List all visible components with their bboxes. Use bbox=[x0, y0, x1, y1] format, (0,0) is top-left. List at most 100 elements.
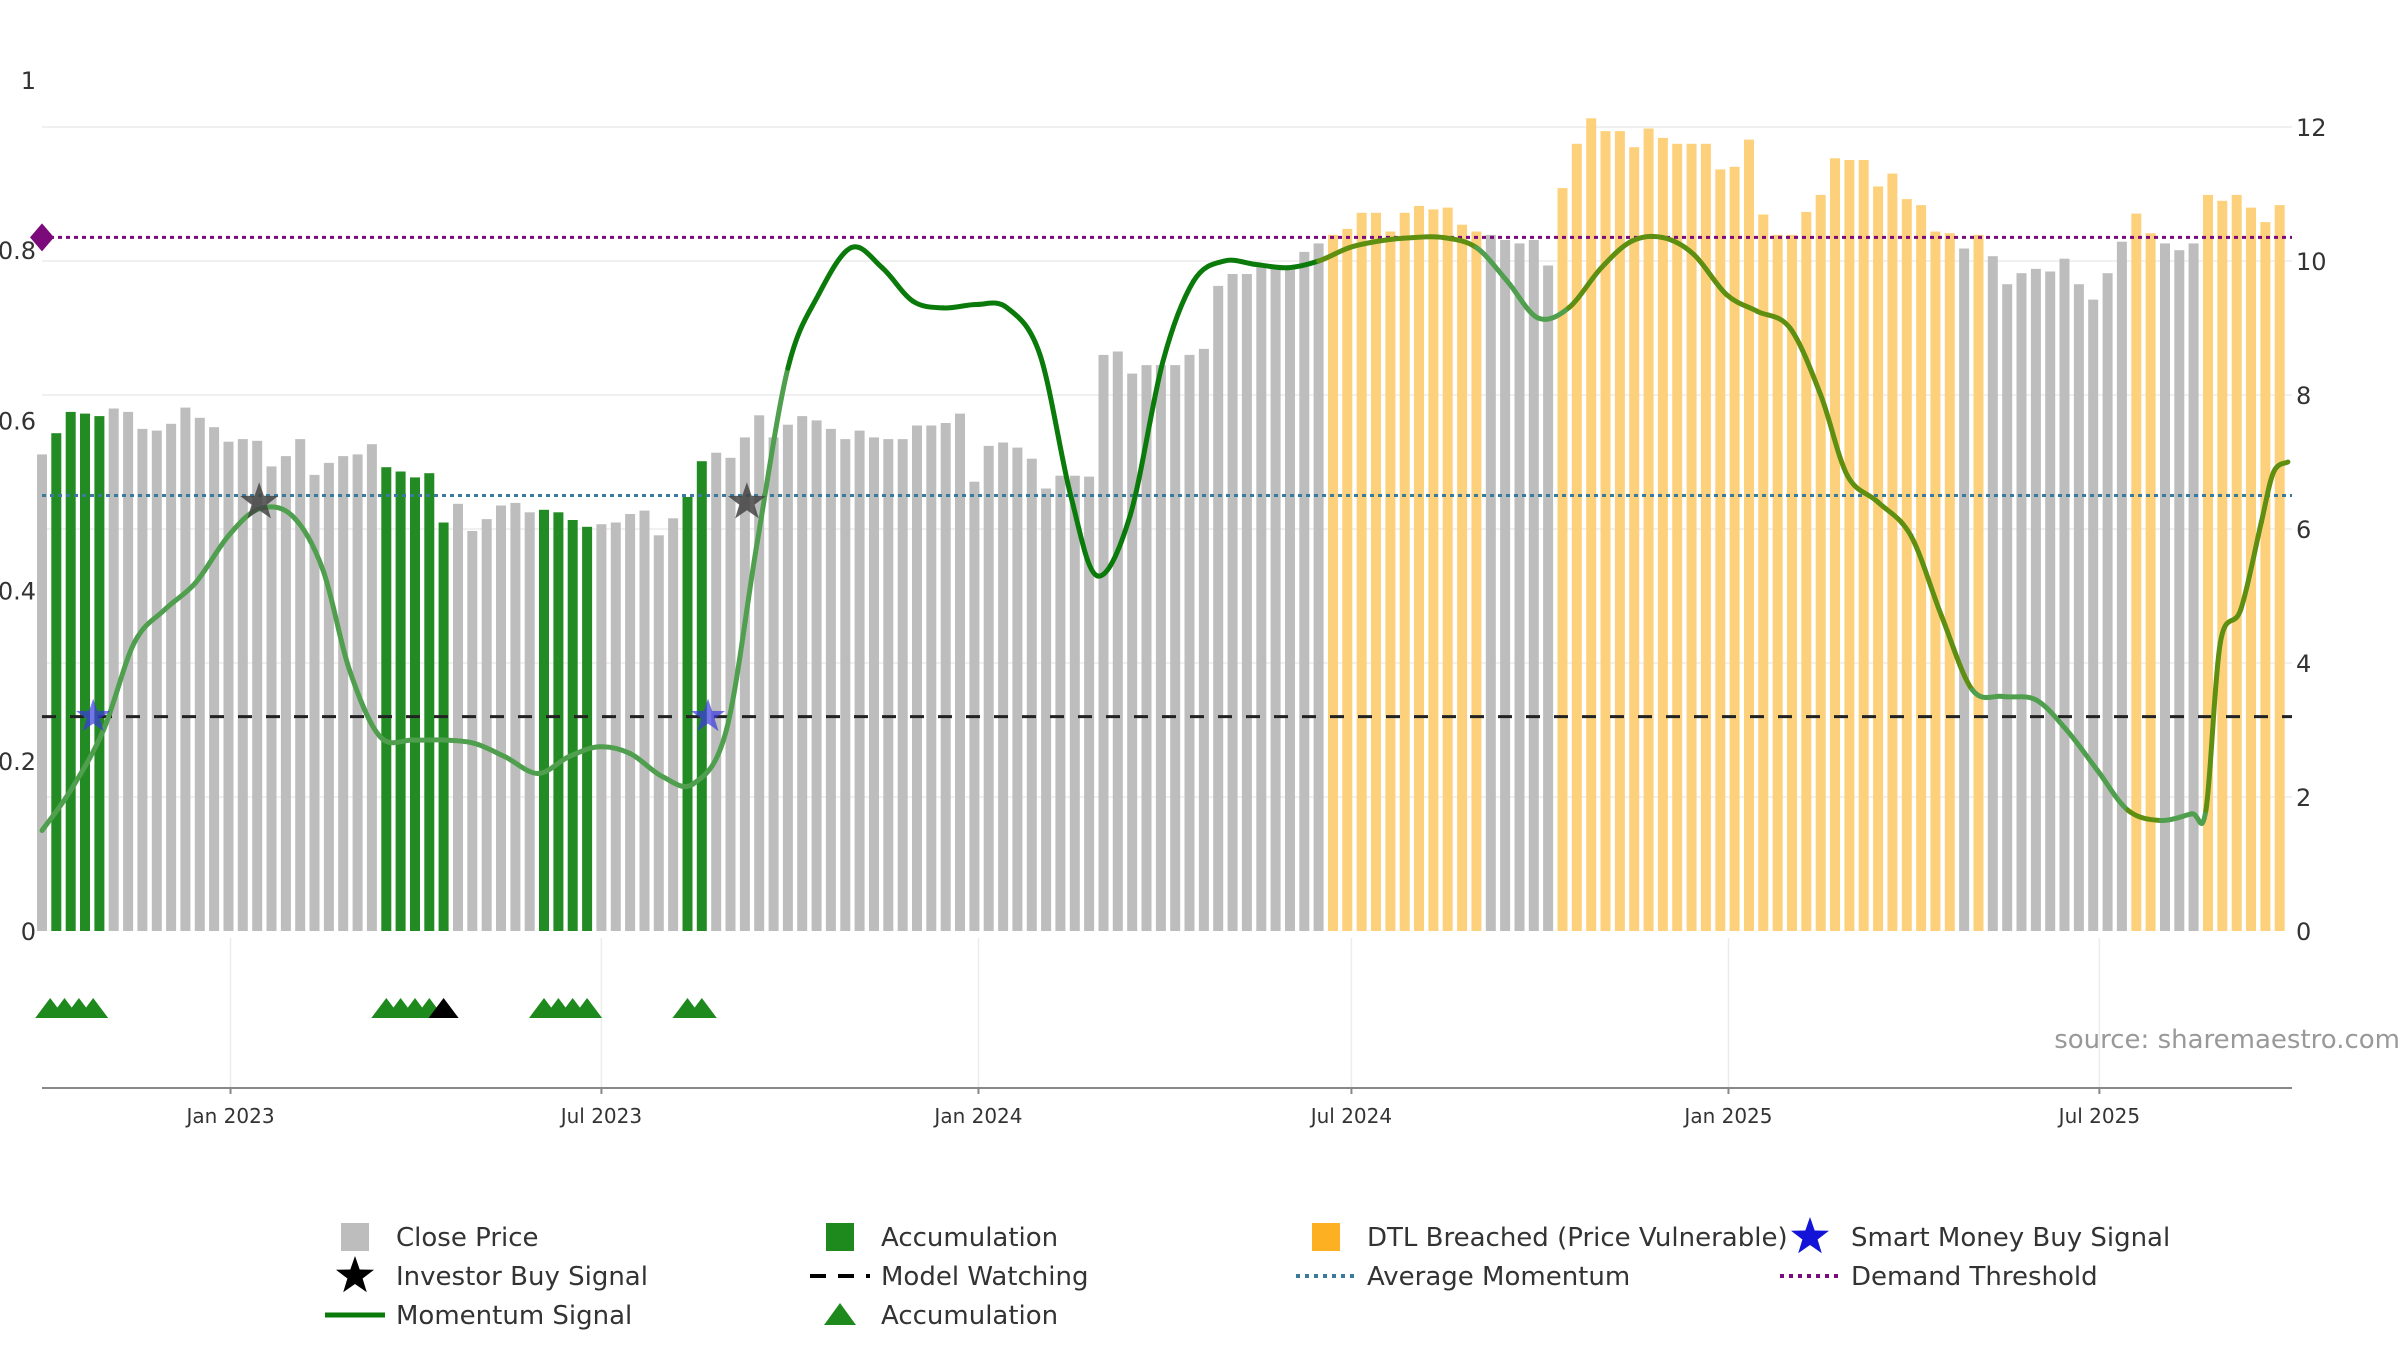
momentum-segment bbox=[660, 774, 697, 790]
price-bar bbox=[1285, 265, 1295, 931]
price-bar bbox=[1069, 475, 1080, 931]
momentum-segment bbox=[2217, 606, 2244, 646]
price-bar bbox=[1959, 248, 1970, 931]
price-bar bbox=[897, 439, 908, 931]
price-bar bbox=[883, 439, 894, 931]
x-tick-label: Jan 2025 bbox=[1682, 1104, 1772, 1128]
price-bar bbox=[2131, 213, 2142, 932]
legend-label: Momentum Signal bbox=[396, 1301, 632, 1331]
price-bar bbox=[1442, 207, 1453, 932]
price-bar bbox=[553, 512, 564, 931]
momentum-segment bbox=[2033, 697, 2070, 733]
x-tick-label: Jan 2024 bbox=[932, 1104, 1022, 1128]
price-bar bbox=[582, 526, 593, 931]
price-bar bbox=[653, 535, 664, 931]
price-bar bbox=[1414, 205, 1424, 931]
momentum-segment bbox=[2000, 694, 2039, 703]
momentum-signal-line bbox=[39, 233, 2291, 833]
momentum-segment bbox=[2258, 469, 2277, 525]
price-bar bbox=[1084, 476, 1095, 931]
buy-signals bbox=[76, 482, 766, 732]
accumulation-markers bbox=[35, 998, 717, 1018]
price-bar bbox=[1930, 231, 1941, 931]
price-bar bbox=[2274, 205, 2285, 932]
price-bar bbox=[209, 427, 220, 931]
price-bar bbox=[1758, 214, 1769, 931]
legend-label: Model Watching bbox=[881, 1262, 1088, 1292]
price-bar bbox=[137, 428, 148, 931]
price-bar bbox=[1241, 274, 1252, 931]
momentum-segment bbox=[2271, 459, 2291, 475]
price-bar bbox=[252, 440, 263, 931]
legend-label: Accumulation bbox=[881, 1223, 1058, 1253]
momentum-segment bbox=[1660, 235, 1697, 257]
momentum-segment bbox=[1473, 245, 1510, 284]
investor-buy-signal-star bbox=[240, 482, 279, 519]
price-bar bbox=[1571, 143, 1582, 932]
price-bar bbox=[266, 466, 277, 931]
momentum-segment bbox=[471, 740, 508, 760]
price-bar bbox=[567, 520, 578, 931]
momentum-segment bbox=[535, 754, 572, 776]
smart-money-buy-signal-star bbox=[690, 698, 726, 732]
price-bar bbox=[955, 413, 965, 932]
y-right-tick-label: 8 bbox=[2296, 382, 2311, 410]
momentum-segment bbox=[1160, 278, 1197, 364]
price-bar bbox=[1629, 147, 1640, 931]
momentum-segment bbox=[723, 539, 760, 733]
price-bar bbox=[1614, 131, 1625, 932]
legend-item: DTL Breached (Price Vulnerable) bbox=[1312, 1223, 1788, 1253]
momentum-segment bbox=[941, 302, 979, 311]
legend-item: Model Watching bbox=[810, 1262, 1088, 1292]
legend-label: Demand Threshold bbox=[1851, 1262, 2098, 1292]
source-label: source: sharemaestro.com bbox=[2054, 1025, 2400, 1055]
price-bar bbox=[37, 454, 47, 931]
price-bar bbox=[1686, 143, 1697, 932]
y-left-tick-label: 0 bbox=[21, 918, 36, 946]
investor-buy-signal-star bbox=[727, 482, 766, 519]
legend-item: Smart Money Buy Signal bbox=[1791, 1217, 2170, 1254]
price-bar bbox=[2174, 250, 2185, 931]
momentum-segment bbox=[101, 640, 137, 733]
price-bar bbox=[2045, 271, 2056, 931]
price-bar bbox=[840, 439, 851, 931]
momentum-segment bbox=[1127, 359, 1166, 519]
momentum-segment bbox=[1754, 308, 1793, 331]
price-bar bbox=[2188, 243, 2199, 931]
price-bar bbox=[610, 522, 621, 931]
momentum-segment bbox=[39, 787, 74, 833]
legend-swatch-square bbox=[341, 1223, 369, 1251]
momentum-segment bbox=[1410, 234, 1447, 241]
price-bar bbox=[1873, 186, 1884, 931]
momentum-segment bbox=[1566, 265, 1604, 311]
price-bar bbox=[2145, 233, 2156, 931]
y-right-tick-label: 10 bbox=[2296, 248, 2327, 276]
price-bar bbox=[309, 474, 320, 931]
price-bar bbox=[510, 502, 521, 931]
price-bar bbox=[1700, 143, 1711, 932]
momentum-segment bbox=[377, 734, 416, 746]
price-bar bbox=[1457, 224, 1468, 931]
price-bar bbox=[926, 425, 937, 931]
demand-threshold-marker bbox=[30, 223, 54, 252]
momentum-segment bbox=[1068, 493, 1100, 579]
price-bar bbox=[65, 411, 76, 931]
price-bar bbox=[1815, 194, 1826, 931]
price-bar bbox=[596, 524, 607, 931]
price-bar bbox=[754, 415, 765, 931]
momentum-segment bbox=[131, 606, 168, 646]
smart-money-buy-signal-star bbox=[76, 698, 111, 732]
y-left-tick-label: 0.4 bbox=[0, 578, 36, 606]
price-bar bbox=[2260, 222, 2271, 932]
momentum-segment bbox=[1441, 235, 1479, 251]
price-bar bbox=[1557, 188, 1568, 932]
price-bar bbox=[1744, 139, 1754, 932]
momentum-segment bbox=[502, 754, 541, 776]
momentum-segment bbox=[2203, 640, 2223, 813]
momentum-segment bbox=[1191, 258, 1227, 284]
price-bar bbox=[1600, 131, 1611, 932]
price-bar bbox=[711, 452, 722, 931]
legend-swatch-star-icon bbox=[336, 1256, 374, 1293]
legend-item: Accumulation bbox=[824, 1301, 1058, 1331]
legend-label: Average Momentum bbox=[1367, 1262, 1630, 1292]
